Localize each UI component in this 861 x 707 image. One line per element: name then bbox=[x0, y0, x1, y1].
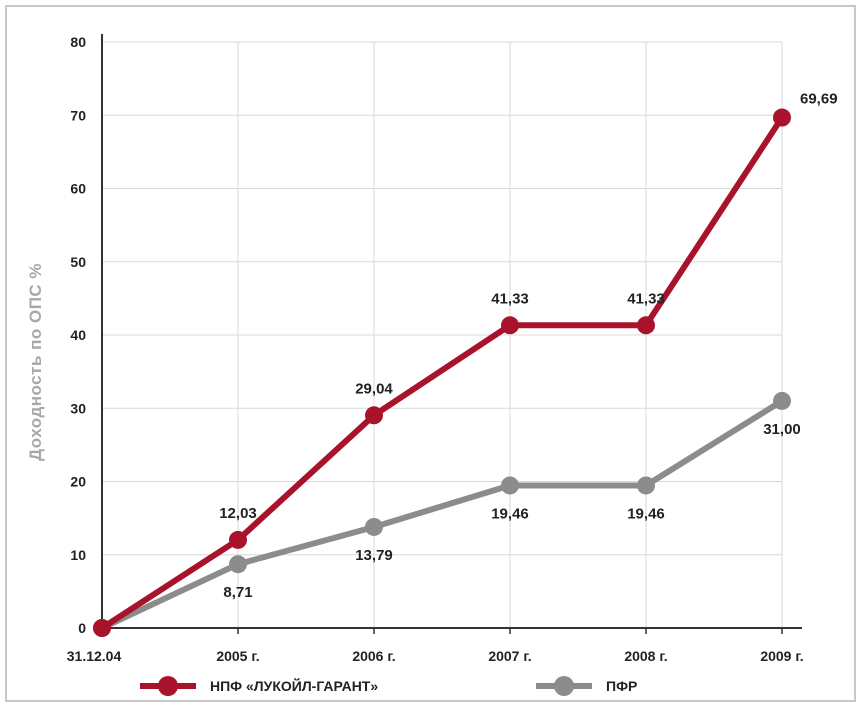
chart-frame bbox=[5, 5, 856, 702]
y-tick-label: 20 bbox=[70, 474, 86, 490]
legend-label-lukoil: НПФ «ЛУКОЙЛ-ГАРАНТ» bbox=[210, 677, 378, 694]
data-label: 29,04 bbox=[355, 380, 393, 397]
legend-swatch-marker bbox=[158, 676, 178, 696]
legend-item-pfr[interactable]: ПФР bbox=[536, 676, 637, 696]
data-label: 41,33 bbox=[491, 290, 529, 307]
legend-swatch-marker bbox=[554, 676, 574, 696]
y-tick-label: 40 bbox=[70, 327, 86, 343]
legend: НПФ «ЛУКОЙЛ-ГАРАНТ» ПФР bbox=[140, 676, 637, 696]
y-tick-label: 50 bbox=[70, 254, 86, 270]
y-axis-label: Доходность по ОПС % bbox=[26, 263, 45, 461]
data-label: 13,79 bbox=[355, 547, 393, 564]
data-point[interactable] bbox=[773, 108, 791, 127]
legend-item-lukoil[interactable]: НПФ «ЛУКОЙЛ-ГАРАНТ» bbox=[140, 676, 378, 696]
y-tick-label: 80 bbox=[70, 34, 86, 50]
data-point[interactable] bbox=[637, 476, 655, 495]
data-point[interactable] bbox=[773, 391, 791, 410]
x-tick-label: 31.12.04 bbox=[67, 648, 122, 664]
y-tick-label: 30 bbox=[70, 400, 86, 416]
y-tick-label: 0 bbox=[78, 620, 86, 636]
y-tick-label: 60 bbox=[70, 181, 86, 197]
data-labels: 12,03 29,04 41,33 41,33 69,69 8,71 13,79 19,46 1… bbox=[219, 91, 837, 602]
data-label: 12,03 bbox=[219, 505, 257, 522]
data-label: 41,33 bbox=[627, 290, 665, 307]
series-lines bbox=[93, 108, 791, 637]
x-tick-label: 2005 г. bbox=[216, 648, 259, 664]
data-label: 8,71 bbox=[223, 584, 252, 601]
x-tick-label: 2009 г. bbox=[760, 648, 803, 664]
legend-label-pfr: ПФР bbox=[606, 678, 637, 694]
data-point[interactable] bbox=[365, 517, 383, 536]
data-point[interactable] bbox=[637, 316, 655, 335]
data-label: 69,69 bbox=[800, 91, 838, 108]
data-point[interactable] bbox=[365, 406, 383, 425]
x-tick-label: 2006 г. bbox=[352, 648, 395, 664]
data-label: 19,46 bbox=[491, 505, 529, 522]
data-point[interactable] bbox=[229, 555, 247, 574]
axes bbox=[96, 34, 802, 634]
series-line-0 bbox=[99, 114, 785, 631]
data-label: 19,46 bbox=[627, 505, 665, 522]
x-tick-labels: 31.12.04 2005 г. 2006 г. 2007 г. 2008 г. 2009… bbox=[67, 648, 804, 664]
x-tick-label: 2008 г. bbox=[624, 648, 667, 664]
data-point[interactable] bbox=[501, 316, 519, 335]
y-tick-label: 70 bbox=[70, 107, 86, 123]
data-point[interactable] bbox=[501, 476, 519, 495]
data-point[interactable] bbox=[93, 619, 111, 637]
y-tick-label: 10 bbox=[70, 547, 86, 563]
y-tick-labels: 0 10 20 30 40 50 60 70 80 bbox=[70, 34, 86, 636]
data-label: 31,00 bbox=[763, 421, 801, 438]
series-line-1 bbox=[99, 397, 785, 631]
data-point[interactable] bbox=[229, 530, 247, 549]
x-tick-label: 2007 г. bbox=[488, 648, 531, 664]
